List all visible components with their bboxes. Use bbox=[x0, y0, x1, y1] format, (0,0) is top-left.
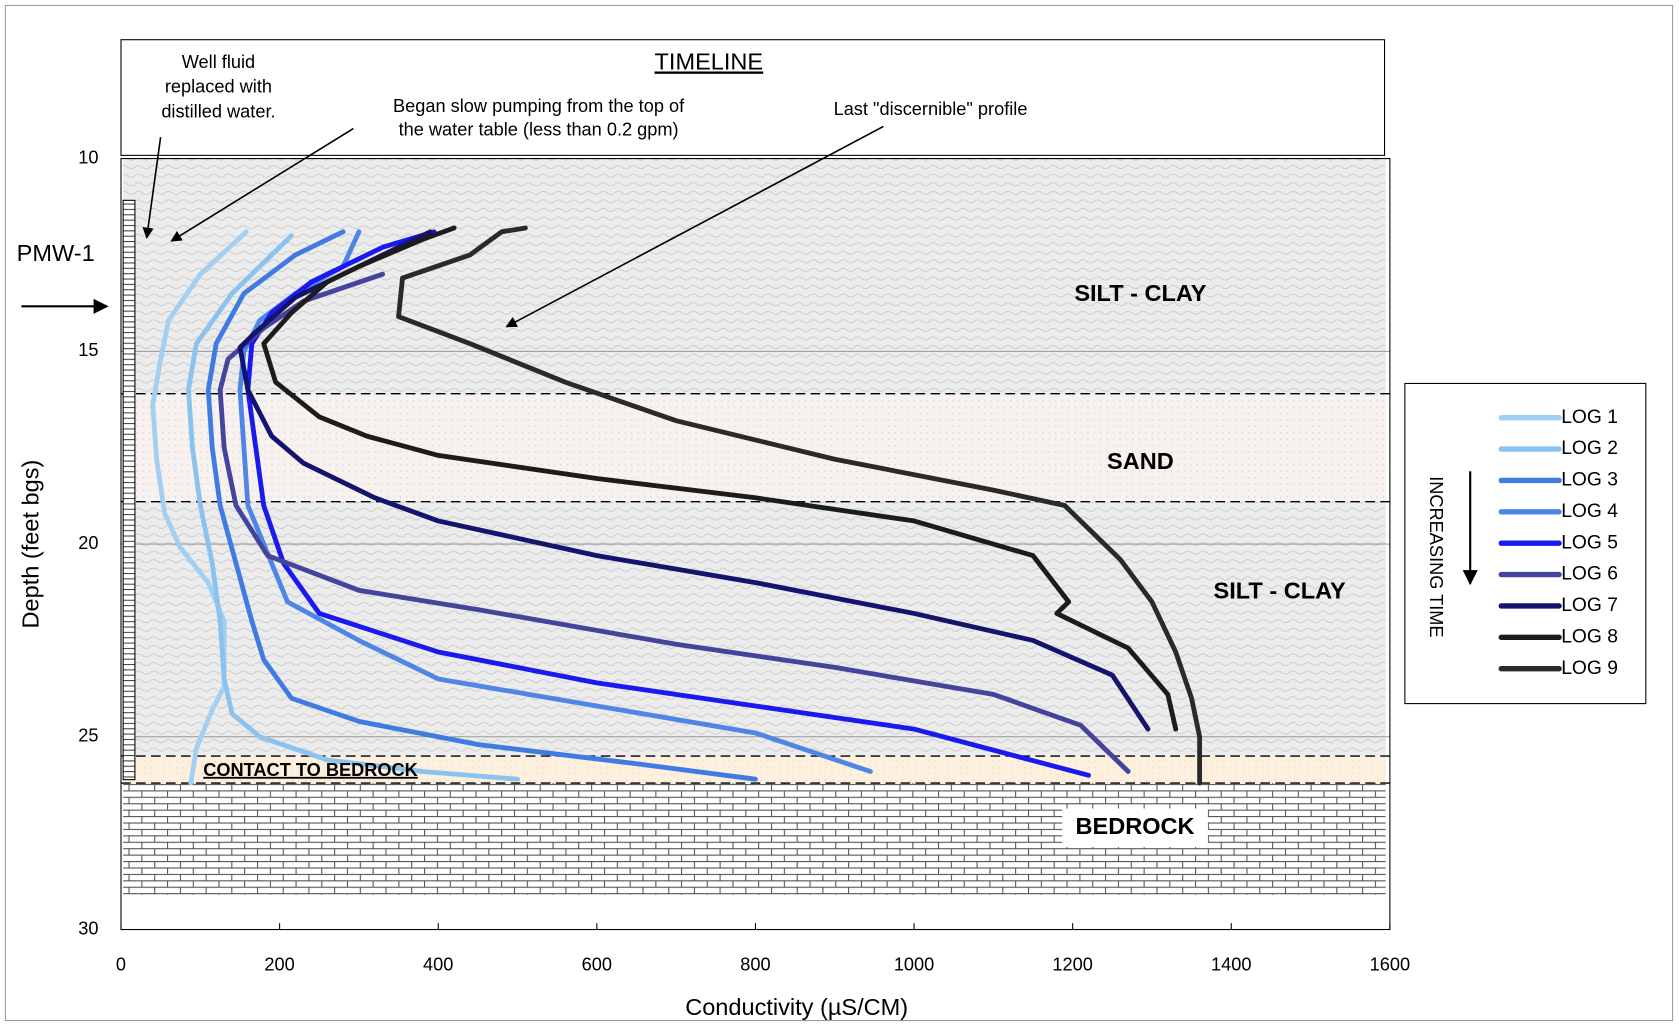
legend-label: LOG 1 bbox=[1561, 407, 1618, 428]
legend-label: LOG 7 bbox=[1561, 595, 1618, 616]
legend-label: LOG 9 bbox=[1561, 658, 1618, 679]
annotation: replaced with bbox=[165, 77, 272, 97]
series-line bbox=[396, 225, 1203, 786]
y-tick-label: 15 bbox=[78, 340, 98, 360]
series-line bbox=[237, 229, 1151, 732]
annotation: Well fluid bbox=[182, 52, 255, 72]
annotation: distilled water. bbox=[161, 101, 275, 121]
series-line bbox=[261, 225, 1179, 732]
layer bbox=[123, 158, 1386, 394]
x-tick-label: 800 bbox=[740, 955, 770, 975]
legend-label: LOG 6 bbox=[1561, 564, 1618, 585]
y-tick-label: 20 bbox=[78, 533, 98, 553]
lines bbox=[150, 225, 1203, 786]
label-bg bbox=[1062, 808, 1208, 848]
x-tick-label: 1000 bbox=[894, 955, 934, 975]
y-tick-label: 30 bbox=[78, 918, 98, 938]
legend-label: LOG 3 bbox=[1561, 470, 1618, 491]
x-tick-label: 600 bbox=[582, 955, 612, 975]
x-tick-label: 1400 bbox=[1211, 955, 1251, 975]
chart-title: TIMELINE bbox=[655, 48, 764, 74]
annotation: Last "discernible" profile bbox=[834, 99, 1028, 119]
layer-label: CONTACT TO BEDROCK bbox=[203, 760, 418, 780]
y-tick-label: 10 bbox=[78, 147, 98, 167]
legend-label: LOG 5 bbox=[1561, 532, 1618, 553]
series-line bbox=[150, 229, 249, 786]
series-line bbox=[245, 229, 1091, 778]
layer-label: SAND bbox=[1107, 448, 1174, 474]
annotation-arrow bbox=[170, 127, 354, 242]
well-column bbox=[122, 199, 136, 781]
legend-label: LOG 2 bbox=[1561, 438, 1618, 459]
timeline-box bbox=[120, 39, 1386, 156]
series-line bbox=[186, 233, 520, 782]
annotation-arrow bbox=[142, 137, 162, 239]
y-tick-label: 25 bbox=[78, 726, 98, 746]
ticks: 10 15 20 25 30 0 200 400 600 800 1000 1200 1400 1600 bbox=[78, 147, 1410, 974]
annotation: Began slow pumping from the top of bbox=[393, 96, 685, 116]
layer-label: SILT - CLAY bbox=[1074, 280, 1206, 306]
x-tick-label: 1600 bbox=[1370, 955, 1410, 975]
legend-label: LOG 8 bbox=[1561, 626, 1618, 647]
annotation-arrow bbox=[505, 125, 884, 328]
x-tick-label: 200 bbox=[264, 955, 294, 975]
layer bbox=[123, 393, 1386, 502]
layers bbox=[123, 158, 1386, 895]
x-tick-label: 0 bbox=[116, 955, 126, 975]
annotations: SILT - CLAY SAND SILT - CLAY CONTACT TO BED… bbox=[161, 52, 1346, 848]
layer-label: SILT - CLAY bbox=[1214, 577, 1346, 603]
series-line bbox=[205, 229, 758, 782]
x-tick-label: 1200 bbox=[1052, 955, 1092, 975]
y-axis-label: Depth (feet bgs) bbox=[17, 460, 43, 629]
x-tick-label: 400 bbox=[423, 955, 453, 975]
layer-label: BEDROCK bbox=[1076, 813, 1195, 839]
well-id: PMW-1 bbox=[17, 240, 95, 266]
legend: LOG 1 LOG 2 LOG 3 LOG 4 LOG 5 LOG 6 LOG 7 LOG 8… bbox=[1498, 407, 1618, 679]
legend-label: LOG 4 bbox=[1561, 501, 1618, 522]
x-axis-label: Conductivity (µS/CM) bbox=[685, 994, 908, 1020]
legend-note: INCREASING TIME bbox=[1426, 476, 1446, 637]
annotation: the water table (less than 0.2 gpm) bbox=[399, 120, 679, 140]
